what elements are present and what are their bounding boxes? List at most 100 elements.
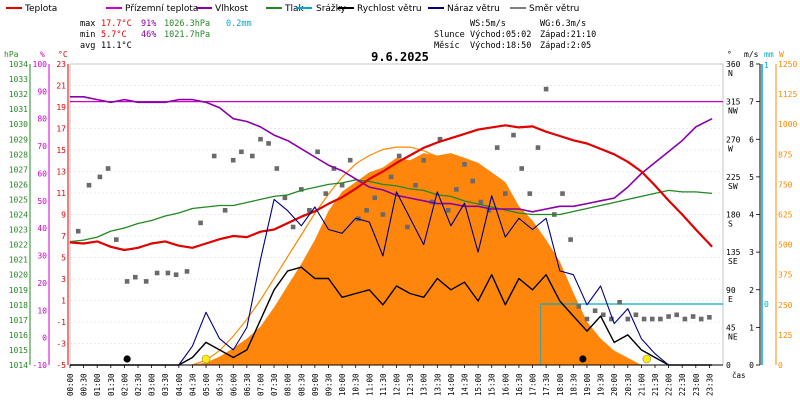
pressure-tick-10: 1024 [9, 211, 28, 220]
stat-min-label: min [80, 30, 95, 40]
wind-direction-point-49 [511, 132, 516, 138]
wind-direction-point-47 [494, 145, 500, 150]
x-tick-12: 06:00 [229, 373, 238, 396]
wind-direction-point-36 [405, 224, 410, 230]
wind-direction-point-46 [486, 208, 492, 213]
axis-unit-humidity: % [40, 50, 45, 59]
x-tick-28: 14:00 [447, 373, 456, 396]
wind-tick-0: 8 [749, 60, 754, 69]
temperature-tick-1: 21 [56, 82, 66, 91]
wind-direction-point-1 [86, 182, 92, 188]
wind-direction-point-18 [258, 136, 263, 142]
wind-direction-point-9 [165, 270, 171, 276]
x-tick-42: 21:00 [637, 373, 646, 396]
stat-ws: WS:5m/s [470, 19, 506, 29]
axis-unit-wind: m/s [744, 50, 759, 59]
stats-block: max 17.7°C 91% 1026.3hPa 0.2mm min 5.7°C… [80, 19, 596, 51]
solar-tick-8: 250 [778, 301, 793, 310]
temperature-tick-7: 9 [61, 211, 66, 220]
pressure-tick-8: 1026 [9, 180, 28, 189]
series-solar-max-curve [192, 146, 642, 366]
wind-direction-point-44 [470, 178, 475, 184]
wind-direction-point-29 [347, 157, 353, 163]
wind-direction-point-20 [274, 166, 280, 171]
wind-direction-point-45 [478, 199, 484, 205]
pressure-tick-15: 1019 [9, 286, 28, 295]
legend-label-srazky: Srážky [316, 4, 347, 14]
axis-unit-direction: ° [727, 50, 732, 59]
solar-tick-4: 750 [778, 180, 793, 189]
humidity-tick-6: 40 [37, 224, 47, 233]
wind-direction-point-73 [707, 315, 712, 320]
wind-direction-point-38 [421, 157, 426, 163]
wind-direction-point-42 [454, 187, 459, 192]
x-tick-47: 23:30 [705, 373, 714, 396]
wind-direction-point-22 [290, 224, 296, 230]
x-tick-7: 03:30 [161, 373, 170, 396]
x-tick-41: 20:30 [624, 373, 633, 396]
wind-direction-point-60 [601, 312, 606, 318]
legend-label-naraz-vetru: Náraz větru [447, 4, 500, 14]
x-tick-35: 17:30 [542, 373, 551, 396]
humidity-tick-0: 100 [33, 60, 48, 69]
solar-tick-6: 500 [778, 241, 793, 250]
x-tick-40: 20:00 [610, 373, 619, 396]
x-tick-45: 22:30 [678, 373, 687, 396]
wind-direction-point-7 [143, 279, 149, 284]
x-axis-label: čas [732, 371, 746, 380]
solar-tick-2: 1000 [778, 120, 797, 129]
stat-max-hum: 91% [141, 19, 156, 29]
chart-title: 9.6.2025 [371, 50, 429, 64]
x-tick-11: 05:30 [216, 373, 225, 396]
wind-direction-point-23 [299, 187, 304, 192]
wind-direction-point-72 [698, 316, 704, 322]
x-tick-2: 01:00 [93, 373, 102, 396]
legend-label-rychlost-vetru: Rychlost větru [357, 4, 422, 14]
stat-wg: WG:6.3m/s [540, 19, 586, 29]
stat-sunset: Západ:21:10 [540, 30, 596, 40]
x-tick-21: 10:30 [352, 373, 361, 396]
x-tick-26: 13:00 [420, 373, 429, 396]
x-tick-6: 03:00 [148, 373, 157, 396]
direction-label-5: SE [728, 257, 738, 266]
wind-direction-point-70 [682, 316, 688, 322]
wind-direction-point-2 [97, 174, 103, 180]
x-tick-33: 16:30 [515, 373, 524, 396]
wind-direction-point-19 [266, 141, 271, 146]
x-tick-29: 14:30 [461, 373, 470, 396]
solar-tick-7: 375 [778, 271, 793, 280]
direction-tick-0: 360 [726, 60, 741, 69]
stat-moonset: Západ:2:05 [540, 41, 591, 51]
x-tick-5: 02:30 [134, 373, 143, 396]
wind-direction-point-12 [198, 220, 203, 226]
series-solar-radiation-area [192, 153, 642, 365]
wind-direction-point-41 [445, 208, 451, 213]
wind-direction-point-40 [437, 136, 443, 142]
x-tick-20: 10:00 [338, 373, 347, 396]
stat-min-hum: 46% [141, 30, 156, 40]
wind-direction-point-34 [388, 174, 394, 180]
moonset-marker [123, 355, 131, 363]
humidity-tick-9: 10 [37, 306, 47, 315]
x-tick-46: 23:00 [692, 373, 701, 396]
x-tick-31: 15:30 [488, 373, 497, 396]
sunset-marker [642, 354, 652, 364]
x-tick-19: 09:30 [324, 373, 333, 396]
x-tick-27: 13:30 [433, 373, 442, 396]
wind-tick-6: 2 [749, 286, 754, 295]
x-tick-3: 01:30 [107, 373, 116, 396]
temperature-tick-6: 11 [56, 189, 66, 198]
temperature-tick-4: 15 [56, 146, 66, 155]
x-tick-30: 15:00 [474, 373, 483, 396]
direction-label-3: SW [728, 182, 738, 191]
pressure-tick-1: 1033 [9, 75, 28, 84]
wind-direction-point-26 [323, 191, 329, 196]
pressure-tick-5: 1029 [9, 135, 28, 144]
direction-label-6: E [728, 295, 733, 304]
wind-direction-point-6 [133, 274, 138, 280]
wind-tick-2: 6 [749, 135, 754, 144]
wind-direction-point-31 [364, 208, 369, 213]
pressure-tick-20: 1014 [9, 361, 28, 370]
pressure-tick-11: 1023 [9, 226, 28, 235]
wind-direction-point-24 [307, 208, 312, 213]
